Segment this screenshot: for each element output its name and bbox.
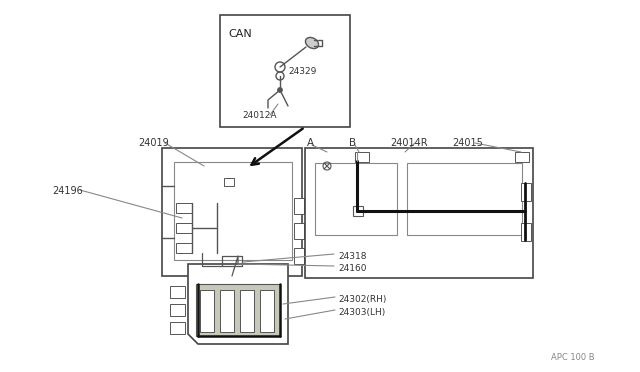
Bar [220,290,234,332]
Bar [224,178,234,186]
Text: APC 100 B: APC 100 B [552,353,595,362]
Circle shape [278,87,282,93]
Text: 24303(LH): 24303(LH) [338,308,385,317]
Text: 24318: 24318 [338,252,367,261]
Ellipse shape [305,38,319,49]
Text: 24329: 24329 [288,67,316,76]
Text: 24012A: 24012A [242,111,276,120]
Text: 24302(RH): 24302(RH) [338,295,387,304]
Bar [176,223,192,233]
Text: 24196: 24196 [52,186,83,196]
Bar [176,243,192,253]
Bar [220,15,350,127]
Bar [170,322,185,334]
Bar [200,290,214,332]
Bar [305,148,533,278]
Bar [176,203,192,213]
Bar [355,152,369,162]
Bar [521,223,531,241]
Bar [260,290,274,332]
Bar [353,206,363,216]
Bar [315,163,397,235]
Bar [174,162,292,260]
Text: 24014R: 24014R [390,138,428,148]
Text: B: B [349,138,356,148]
Bar [407,163,522,235]
Text: A: A [307,138,314,148]
Bar [170,286,185,298]
Bar [515,152,529,162]
Bar [170,304,185,316]
Text: 24015: 24015 [452,138,483,148]
Bar [240,290,254,332]
Bar [294,198,304,214]
Bar [521,183,531,201]
Bar [294,223,304,239]
Polygon shape [188,264,288,344]
Bar [294,248,304,264]
Text: 24160: 24160 [338,264,367,273]
Text: CAN: CAN [228,29,252,39]
Text: 24019: 24019 [138,138,169,148]
Bar [196,284,280,336]
Bar [162,148,302,276]
